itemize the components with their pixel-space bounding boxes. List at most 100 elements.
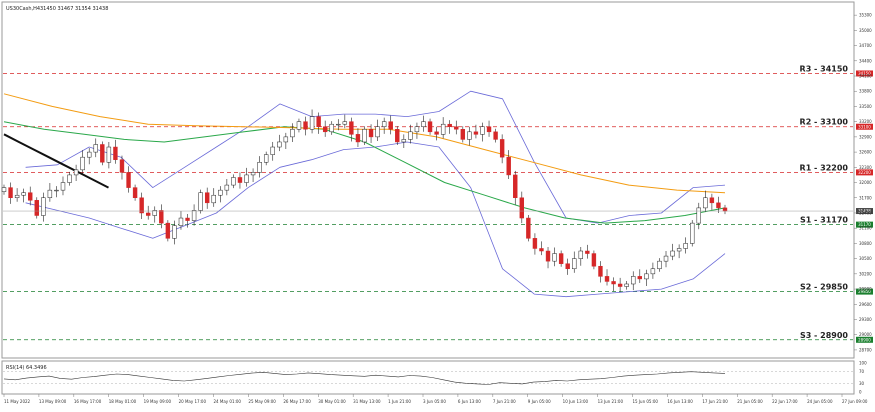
candle-body [395, 129, 400, 143]
candle-body [14, 194, 20, 199]
y-tick-label: 30800 [859, 241, 872, 246]
chart-symbol-label: US30Cash,H4 [6, 6, 40, 12]
candle-body [159, 210, 164, 224]
candle-body [237, 177, 243, 183]
candle-body [526, 217, 531, 239]
y-tick-label: 34700 [859, 43, 872, 48]
candle-body [270, 146, 275, 155]
candle-body [244, 174, 249, 183]
level-price-tag-text-s1: 31170 [858, 222, 871, 227]
candle-body [21, 192, 26, 196]
candle-body [185, 217, 190, 221]
time-axis: 11 May 2022 13 May 09:00 16 May 17:00 18 Ma… [3, 394, 868, 404]
candle-body [447, 123, 452, 127]
y-tick-label: 30500 [859, 256, 872, 261]
candle-body [87, 151, 92, 158]
candle-body [80, 156, 85, 171]
candle-body [460, 129, 466, 140]
level-price-tag-r1 [856, 169, 873, 176]
candle-body [355, 134, 361, 143]
candle-body [388, 121, 393, 130]
x-tick-label: 27 Jun 09:00 [842, 399, 868, 404]
y-tick-label: 32300 [859, 165, 872, 170]
chart-ohlc-label: 31450 31467 31354 31438 [40, 6, 108, 12]
candle-body [204, 192, 210, 204]
candle-body [499, 139, 505, 158]
x-tick-label: 21 Jun 05:00 [737, 399, 763, 404]
y-tick-label: 29000 [859, 332, 872, 337]
y-tick-label: 31400 [859, 210, 872, 215]
rsi-tick-label: 100 [859, 361, 867, 366]
x-tick-label: 11 May 2022 [4, 399, 31, 404]
candle-body [690, 222, 695, 244]
candle-body [703, 197, 708, 209]
x-tick-label: 24 May 01:00 [214, 399, 242, 404]
x-tick-label: 9 Jun 05:00 [528, 399, 551, 404]
candle-body [119, 159, 125, 173]
candle-body [218, 189, 223, 196]
current-price-tag [856, 208, 873, 215]
candle-body [709, 197, 715, 204]
x-tick-label: 24 Jun 05:00 [807, 399, 833, 404]
current-price-tag-text: 31438 [858, 209, 871, 214]
y-tick-label: 29600 [859, 302, 872, 307]
candle-body [290, 129, 295, 138]
candle-body [172, 225, 177, 239]
candle-body [106, 146, 112, 163]
candle-body [591, 253, 597, 267]
y-tick-label: 29300 [859, 317, 872, 322]
candle-body [486, 126, 492, 133]
candle-body [532, 238, 538, 249]
candle-body [631, 276, 636, 285]
candle-body [473, 131, 479, 135]
candle-body [257, 161, 262, 173]
candle-body [283, 136, 289, 143]
candle-body [644, 273, 649, 280]
candle-body [414, 126, 420, 133]
candle-body [572, 258, 577, 270]
candle-body [558, 253, 564, 264]
level-price-tag-r2 [856, 123, 873, 130]
candle-body [624, 283, 629, 287]
candle-body [467, 131, 472, 140]
candle-body [303, 121, 308, 130]
candle-body [41, 197, 46, 216]
x-tick-label: 3 Jun 05:00 [423, 399, 446, 404]
price-axis: 28700 29000 29300 29600 29900 30200 30500 30800… [854, 13, 872, 352]
candle-body [113, 146, 118, 160]
candle-body [663, 255, 669, 262]
candle-body [126, 172, 131, 188]
candle-body [178, 217, 184, 226]
level-price-tag-text-r3: 34150 [858, 71, 871, 76]
x-tick-label: 22 Jun 17:00 [772, 399, 798, 404]
y-tick-label: 33200 [859, 119, 872, 124]
candle-body [519, 197, 525, 219]
x-tick-label: 15 Jun 05:00 [633, 399, 659, 404]
y-tick-label: 33500 [859, 104, 872, 109]
candle-body [191, 210, 197, 221]
candle-body [421, 121, 426, 127]
candle-body [8, 187, 13, 199]
candle-body [47, 189, 53, 199]
level-price-tag-text-s3: 28900 [858, 337, 871, 342]
candle-body [604, 276, 610, 282]
candle-body [296, 121, 302, 130]
candle-body [637, 276, 642, 280]
candle-body [67, 174, 72, 183]
y-tick-label: 34100 [859, 74, 872, 79]
candle-body [34, 200, 39, 216]
candlesticks: 31438 [1, 109, 873, 292]
candle-body [454, 126, 459, 130]
rsi-panel: 100 70 30 0 [3, 361, 867, 395]
candle-body [231, 177, 236, 186]
candle-body [506, 156, 511, 176]
y-tick-label: 32600 [859, 150, 872, 155]
x-tick-label: 31 May 13:00 [353, 399, 381, 404]
candle-body [381, 121, 387, 127]
level-price-tag-text-r1: 32200 [858, 170, 871, 175]
candle-body [132, 187, 138, 199]
rsi-tick-label: 0 [859, 390, 862, 395]
candle-body [565, 263, 570, 270]
